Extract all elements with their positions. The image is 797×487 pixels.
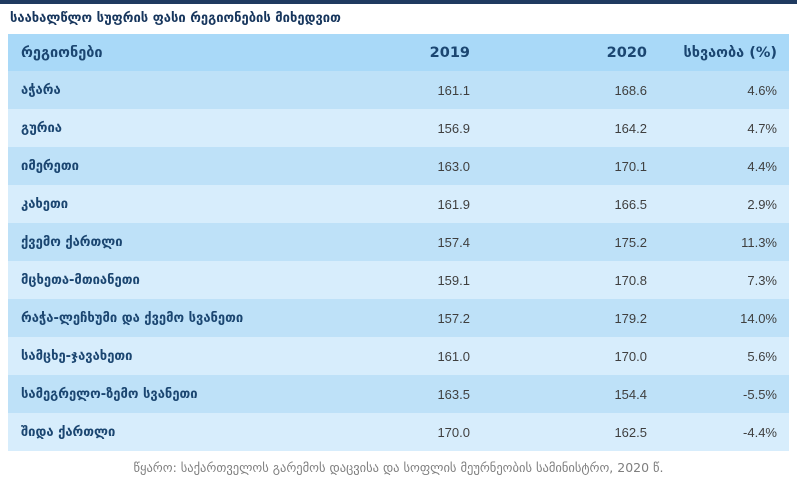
region-name: სამცხე-ჯავახეთი [8, 337, 305, 375]
region-name: ქვემო ქართლი [8, 223, 305, 261]
table-header-row: რეგიონები 2019 2020 სხვაობა (%) [8, 34, 789, 71]
value-2019: 161.0 [305, 337, 482, 375]
value-diff: 5.6% [659, 337, 789, 375]
region-name: შიდა ქართლი [8, 413, 305, 451]
value-diff: 2.9% [659, 185, 789, 223]
value-2019: 161.9 [305, 185, 482, 223]
value-2019: 156.9 [305, 109, 482, 147]
regions-price-table-container: რეგიონები 2019 2020 სხვაობა (%) აჭარა 16… [8, 34, 789, 451]
value-2020: 179.2 [482, 299, 659, 337]
value-2019: 170.0 [305, 413, 482, 451]
value-diff: 11.3% [659, 223, 789, 261]
value-2020: 170.0 [482, 337, 659, 375]
value-2019: 163.5 [305, 375, 482, 413]
column-header-diff: სხვაობა (%) [659, 34, 789, 71]
region-name: რაჭა-ლეჩხუმი და ქვემო სვანეთი [8, 299, 305, 337]
regions-price-table: რეგიონები 2019 2020 სხვაობა (%) აჭარა 16… [8, 34, 789, 451]
value-diff: -4.4% [659, 413, 789, 451]
region-name: იმერეთი [8, 147, 305, 185]
column-header-regions: რეგიონები [8, 34, 305, 71]
value-diff: 4.4% [659, 147, 789, 185]
table-row: სამცხე-ჯავახეთი 161.0 170.0 5.6% [8, 337, 789, 375]
value-2020: 166.5 [482, 185, 659, 223]
page-title: საახალწლო სუფრის ფასი რეგიონების მიხედვი… [10, 11, 341, 26]
value-diff: 14.0% [659, 299, 789, 337]
table-row: სამეგრელო-ზემო სვანეთი 163.5 154.4 -5.5% [8, 375, 789, 413]
value-2019: 159.1 [305, 261, 482, 299]
table-row: გურია 156.9 164.2 4.7% [8, 109, 789, 147]
table-row: ქვემო ქართლი 157.4 175.2 11.3% [8, 223, 789, 261]
value-2019: 157.4 [305, 223, 482, 261]
value-2019: 163.0 [305, 147, 482, 185]
value-2020: 168.6 [482, 71, 659, 109]
column-header-2020: 2020 [482, 34, 659, 71]
table-row: რაჭა-ლეჩხუმი და ქვემო სვანეთი 157.2 179.… [8, 299, 789, 337]
value-diff: 4.7% [659, 109, 789, 147]
region-name: მცხეთა-მთიანეთი [8, 261, 305, 299]
table-row: აჭარა 161.1 168.6 4.6% [8, 71, 789, 109]
top-accent-bar [0, 0, 797, 4]
table-row: შიდა ქართლი 170.0 162.5 -4.4% [8, 413, 789, 451]
value-diff: -5.5% [659, 375, 789, 413]
table-row: იმერეთი 163.0 170.1 4.4% [8, 147, 789, 185]
column-header-2019: 2019 [305, 34, 482, 71]
value-2019: 157.2 [305, 299, 482, 337]
table-row: მცხეთა-მთიანეთი 159.1 170.8 7.3% [8, 261, 789, 299]
value-2020: 175.2 [482, 223, 659, 261]
source-note: წყარო: საქართველოს გარემოს დაცვისა და სო… [133, 460, 664, 475]
value-diff: 7.3% [659, 261, 789, 299]
value-2019: 161.1 [305, 71, 482, 109]
value-2020: 164.2 [482, 109, 659, 147]
region-name: სამეგრელო-ზემო სვანეთი [8, 375, 305, 413]
value-2020: 170.1 [482, 147, 659, 185]
region-name: აჭარა [8, 71, 305, 109]
value-2020: 162.5 [482, 413, 659, 451]
value-diff: 4.6% [659, 71, 789, 109]
table-row: კახეთი 161.9 166.5 2.9% [8, 185, 789, 223]
value-2020: 154.4 [482, 375, 659, 413]
region-name: კახეთი [8, 185, 305, 223]
value-2020: 170.8 [482, 261, 659, 299]
region-name: გურია [8, 109, 305, 147]
